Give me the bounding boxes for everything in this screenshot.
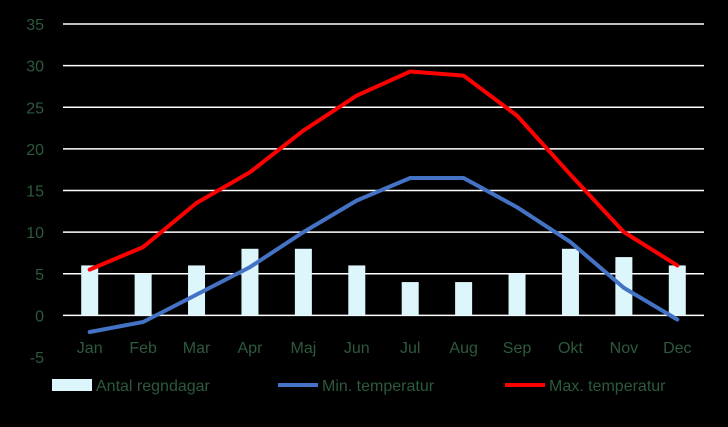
y-tick-label: -5 (30, 350, 44, 367)
y-tick-label: 10 (26, 225, 44, 242)
gridlines (63, 23, 704, 317)
bar (668, 265, 686, 316)
legend-label: Antal regndagar (96, 378, 211, 395)
bar (134, 273, 152, 316)
legend-swatch (52, 379, 92, 391)
y-tick-label: 20 (26, 142, 44, 159)
x-tick-label: Okt (558, 340, 583, 357)
x-tick-label: Mar (183, 340, 211, 357)
x-tick-label: Sep (503, 340, 532, 357)
x-tick-label: Dec (663, 340, 691, 357)
y-tick-label: 30 (26, 59, 44, 76)
y-axis-ticks: -5 0 5 10 15 20 25 30 35 (26, 17, 44, 367)
y-tick-label: 35 (26, 17, 44, 34)
bar (241, 248, 259, 316)
x-tick-label: Jan (77, 340, 103, 357)
line-series (87, 69, 680, 334)
bar (188, 265, 206, 316)
bar (455, 282, 473, 316)
bar (561, 248, 579, 316)
y-tick-label: 25 (26, 100, 44, 117)
legend: Antal regndagar Min. temperatur Max. tempe… (52, 378, 666, 395)
y-tick-label: 15 (26, 184, 44, 201)
bar (401, 282, 419, 316)
x-tick-label: Jun (344, 340, 370, 357)
bar (81, 265, 99, 316)
x-tick-label: Nov (610, 340, 638, 357)
series-line (87, 69, 680, 272)
x-tick-label: Apr (238, 340, 264, 357)
x-tick-label: Aug (449, 340, 477, 357)
legend-label: Min. temperatur (322, 378, 435, 395)
y-tick-label: 5 (35, 267, 44, 284)
series-line (87, 176, 680, 334)
y-tick-label: 0 (35, 308, 44, 325)
x-tick-label: Feb (129, 340, 157, 357)
legend-label: Max. temperatur (549, 378, 666, 395)
x-tick-label: Jul (400, 340, 420, 357)
bar (508, 273, 526, 316)
x-tick-label: Maj (290, 340, 316, 357)
x-axis-ticks: Jan Feb Mar Apr Maj Jun Jul Aug Sep Okt Nov Dec (77, 340, 692, 357)
bar (348, 265, 366, 316)
bar (294, 248, 312, 316)
